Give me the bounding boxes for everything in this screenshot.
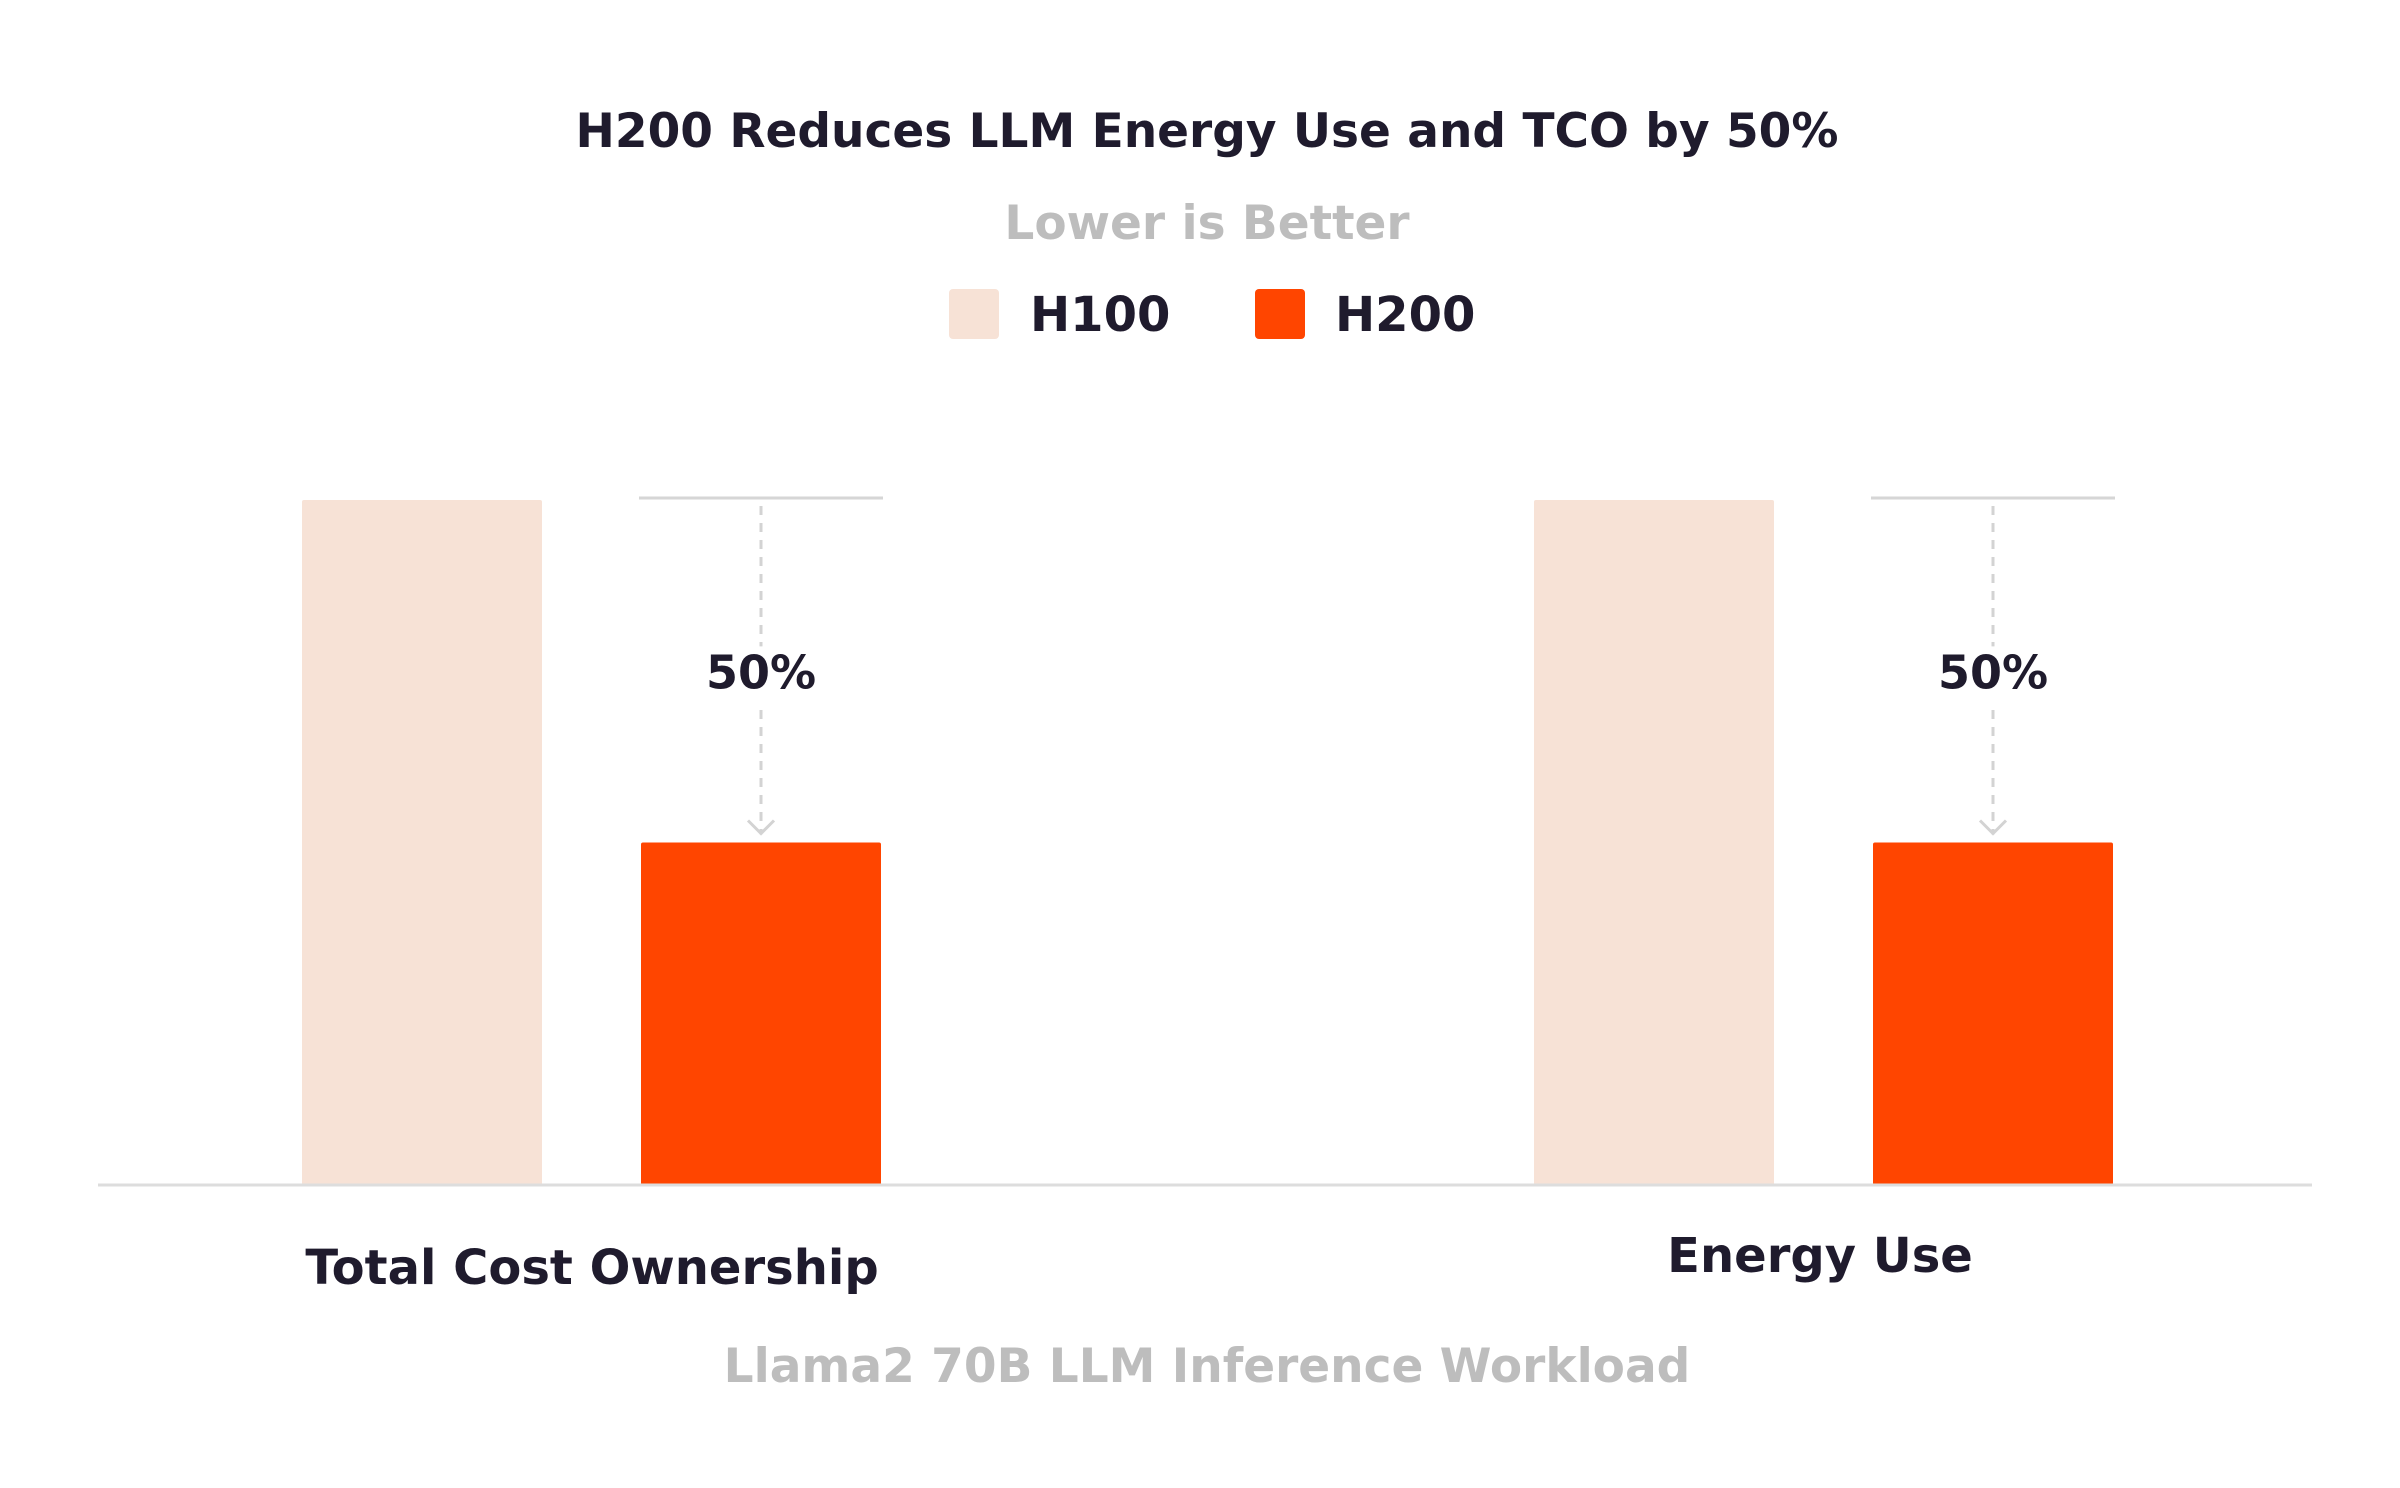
chart-subtitle: Lower is Better [1004,196,1410,251]
legend-swatch-h100 [949,289,999,339]
annotation-bg-energy-use [1935,646,2051,707]
bar-h100-energy-use [1534,500,1774,1185]
category-label-energy-use: Energy Use [1667,1228,1973,1284]
legend-label-h200: H200 [1335,287,1475,343]
reduction-arrowhead-total-cost-ownership [746,819,776,836]
x-axis-label: Llama2 70B LLM Inference Workload [724,1339,1691,1394]
annotation-bg-total-cost-ownership [703,646,819,707]
plot-area: 50% 50% [302,496,2115,1185]
legend-swatch-h200 [1255,289,1305,339]
bar-h100-total-cost-ownership [302,500,542,1185]
bar-h200-energy-use [1873,842,2113,1185]
legend: H100 H200 [949,287,1475,343]
chart-title: H200 Reduces LLM Energy Use and TCO by 5… [576,104,1839,159]
bar-h200-total-cost-ownership [641,842,881,1185]
annotation-label-energy-use: 50% [1938,645,2048,699]
annotation-label-total-cost-ownership: 50% [706,645,816,699]
category-label-total-cost-ownership: Total Cost Ownership [305,1240,878,1296]
reduction-arrowhead-energy-use [1978,819,2008,836]
legend-label-h100: H100 [1030,287,1170,343]
